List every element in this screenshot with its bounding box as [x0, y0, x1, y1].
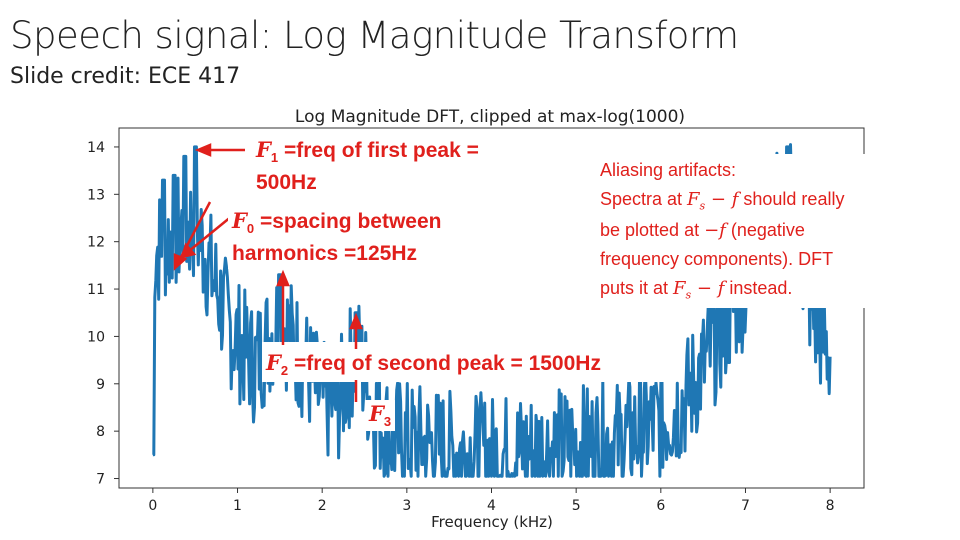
x-tick-label: 0	[148, 498, 157, 514]
alias-line-2a: Spectra at	[600, 189, 688, 210]
alias-line-4: frequency components). DFT	[600, 248, 834, 269]
y-tick-label: 14	[87, 140, 105, 156]
x-tick-label: 6	[656, 498, 665, 514]
alias-line-5a: puts it at	[600, 277, 674, 298]
y-tick-label: 11	[87, 282, 105, 298]
x-tick-label: 5	[572, 498, 581, 514]
f2-symbol: F	[266, 350, 281, 375]
f3-symbol: F	[369, 401, 384, 426]
y-tick-label: 12	[87, 235, 105, 251]
f2-subscript: 2	[280, 363, 289, 379]
chart-title: Log Magnitude DFT, clipped at max-log(10…	[295, 107, 685, 127]
f0-text-2: harmonics =125Hz	[232, 242, 418, 266]
alias-fs-subscript-2: s	[685, 288, 692, 302]
f0-arrowhead-lower	[173, 253, 188, 271]
alias-fs-symbol-2: F	[673, 277, 686, 299]
f1-symbol: F	[256, 137, 271, 162]
x-tick-label: 8	[826, 498, 835, 514]
alias-line-3a: be plotted at	[600, 219, 705, 240]
f1-text: =freq of first peak =	[278, 139, 479, 162]
f2-text: =freq of second peak = 1500Hz	[288, 352, 601, 375]
f3-arrowhead	[349, 312, 363, 330]
f2-arrowhead	[276, 269, 290, 287]
f0-annotation: F0 =spacing between harmonics =125Hz	[228, 206, 446, 270]
y-tick-label: 13	[87, 187, 105, 203]
f3-subscript: 3	[383, 414, 392, 430]
f2-annotation: F2 =freq of second peak = 1500Hz	[262, 349, 605, 381]
f1-arrowhead	[194, 143, 212, 157]
alias-minus-f-2: − f	[691, 277, 725, 299]
alias-neg-f: −f	[704, 219, 726, 241]
x-axis-label: Frequency (kHz)	[431, 513, 553, 531]
x-tick-label: 7	[741, 498, 750, 514]
alias-line-2b: should really	[738, 189, 845, 210]
x-tick-label: 1	[233, 498, 242, 514]
f1-annotation: F1 =freq of first peak = 500Hz	[250, 135, 485, 199]
alias-fs-symbol: F	[687, 189, 700, 211]
f1-subscript: 1	[270, 150, 279, 166]
alias-minus-f: − f	[705, 189, 739, 211]
slide-title: Speech signal: Log Magnitude Transform	[10, 14, 739, 57]
y-tick-label: 10	[87, 329, 105, 345]
x-tick-label: 3	[402, 498, 411, 514]
f0-text: =spacing between	[254, 210, 442, 233]
f0-symbol: F	[232, 208, 247, 233]
x-tick-label: 2	[318, 498, 327, 514]
y-tick-label: 9	[96, 377, 105, 393]
alias-line-1: Aliasing artifacts:	[600, 160, 737, 180]
alias-fs-subscript: s	[699, 199, 706, 213]
spectrum-line	[152, 143, 832, 478]
alias-line-3b: (negative	[725, 219, 805, 240]
f1-text-2: 500Hz	[256, 171, 317, 195]
y-tick-label: 7	[96, 472, 105, 488]
y-tick-label: 8	[96, 424, 105, 440]
f0-arrow-upper	[188, 215, 233, 252]
f3-annotation: F3	[365, 400, 396, 432]
alias-line-5b: instead.	[724, 277, 793, 298]
f0-arrow-lower	[178, 201, 212, 260]
f0-subscript: 0	[246, 221, 255, 237]
aliasing-note: Aliasing artifacts: Spectra at Fs − f sh…	[592, 154, 912, 309]
x-tick-label: 4	[487, 498, 496, 514]
slide-credit: Slide credit: ECE 417	[10, 64, 241, 89]
